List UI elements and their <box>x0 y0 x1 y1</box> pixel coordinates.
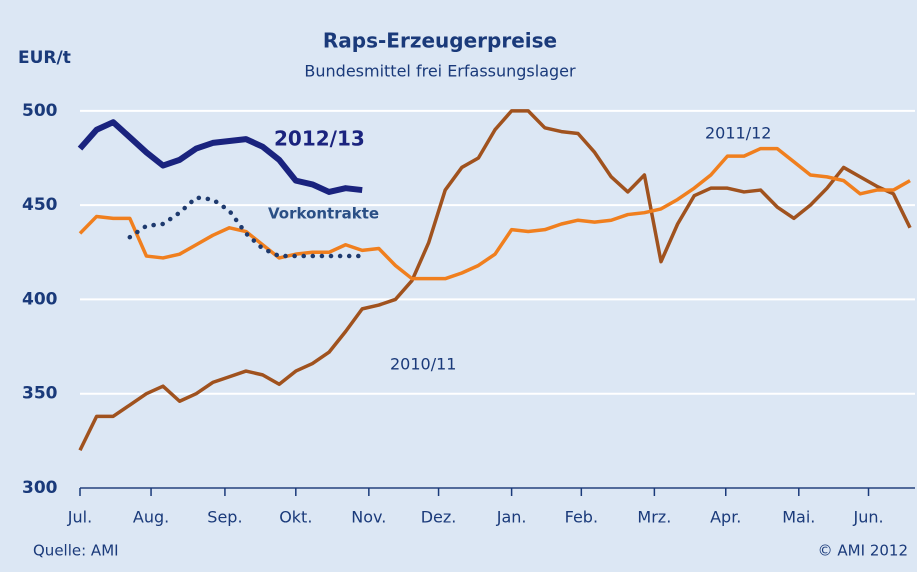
x-tick-label: Aug. <box>133 508 169 527</box>
y-tick-label: 300 <box>22 478 58 498</box>
chart-subtitle: Bundesmittel frei Erfassungslager <box>304 62 576 81</box>
x-tick-label: Jan. <box>496 508 527 527</box>
line-series <box>78 109 912 452</box>
line-series <box>78 146 911 281</box>
y-axis-label: EUR/t <box>18 48 71 68</box>
series-label: 2011/12 <box>705 124 771 143</box>
x-tick-label: Apr. <box>710 508 741 527</box>
x-tick-label: Sep. <box>207 508 242 527</box>
chart-title: Raps-Erzeugerpreise <box>323 29 557 53</box>
y-tick-label: 400 <box>22 289 58 309</box>
line-series <box>77 119 363 195</box>
x-tick-label: Jun. <box>852 508 883 527</box>
copyright: © AMI 2012 <box>818 542 908 560</box>
x-tick-label: Mrz. <box>637 508 671 527</box>
x-tick-label: Dez. <box>421 508 457 527</box>
x-tick-label: Okt. <box>279 508 312 527</box>
x-tick-label: Feb. <box>565 508 598 527</box>
x-tick-label: Jul. <box>67 508 92 527</box>
series-label: 2010/11 <box>390 355 456 374</box>
line-series <box>127 195 365 259</box>
series-label: Vorkontrakte <box>268 205 379 223</box>
x-tick-label: Nov. <box>351 508 386 527</box>
y-tick-label: 500 <box>22 101 58 121</box>
source: Quelle: AMI <box>33 542 119 560</box>
series-label: 2012/13 <box>274 127 365 151</box>
y-tick-label: 450 <box>22 195 58 215</box>
y-tick-label: 350 <box>22 384 58 404</box>
x-tick-label: Mai. <box>782 508 815 527</box>
